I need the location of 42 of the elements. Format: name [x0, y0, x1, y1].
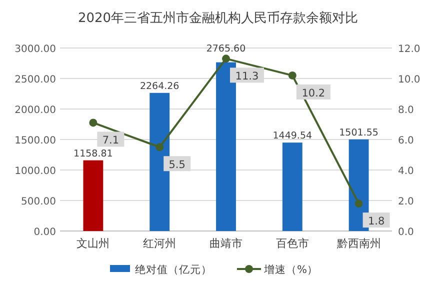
bar	[348, 139, 369, 231]
y-tick-label: 1000.00	[14, 166, 56, 177]
data-label: 1449.54	[272, 130, 312, 142]
legend-label: 绝对值（亿元）	[135, 263, 212, 276]
y2-tick-label: 8.0	[398, 105, 414, 116]
y-tick-label: 0.00	[34, 227, 56, 238]
x-tick-label: 红河州	[143, 237, 176, 250]
bar	[216, 62, 236, 231]
point	[156, 143, 164, 152]
y2-tick-label: 0.0	[398, 227, 414, 238]
data-label: 7.1	[102, 134, 120, 147]
y2-tick-label: 10.0	[398, 74, 420, 86]
x-tick-label: 黔西南州	[336, 237, 381, 250]
y-tick-label: 3000.00	[14, 44, 56, 55]
y2-tick-label: 6.0	[398, 136, 414, 146]
data-label: 10.2	[302, 87, 326, 100]
y2-tick-label: 12.0	[398, 44, 420, 55]
y-tick-label: 2000.00	[14, 105, 56, 116]
data-label: 2765.60	[206, 44, 246, 55]
y-tick-label: 1500.00	[14, 136, 56, 146]
data-label: 11.3	[235, 70, 259, 83]
point	[89, 118, 98, 127]
bar	[282, 142, 302, 231]
data-label: 2264.26	[140, 80, 180, 92]
y-tick-label: 500.00	[21, 196, 56, 208]
y-tick-label: 2500.00	[14, 74, 56, 86]
data-label: 1.8	[368, 216, 385, 228]
point	[354, 200, 363, 208]
x-tick-label: 曲靖市	[210, 237, 242, 250]
point	[222, 54, 230, 63]
data-label: 5.5	[168, 159, 186, 172]
legend-label: 增速（%）	[263, 263, 318, 276]
chart-title: 2020年三省五州市金融机构人民币存款余额对比	[78, 11, 358, 26]
y2-tick-label: 2.0	[398, 196, 414, 208]
x-tick-label: 文山州	[76, 237, 110, 250]
data-label: 1158.81	[74, 148, 113, 160]
point	[288, 71, 296, 80]
x-tick-label: 百色市	[276, 237, 309, 250]
y2-tick-label: 4.0	[398, 166, 414, 177]
data-label: 1501.55	[339, 127, 378, 138]
bar	[150, 92, 170, 231]
bar	[83, 160, 104, 231]
